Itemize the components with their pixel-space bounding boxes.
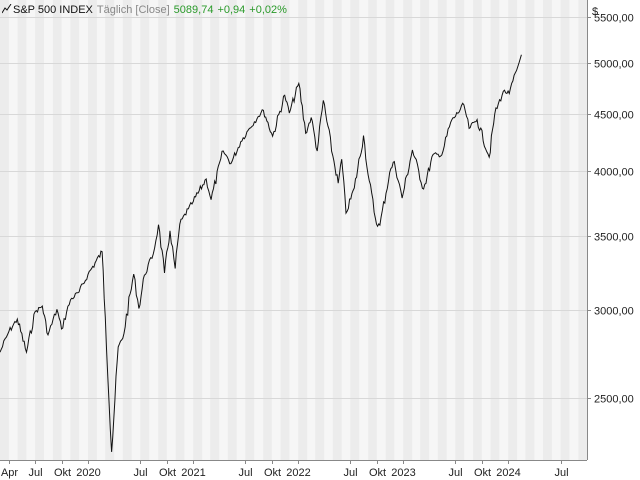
- month-stripe: [17, 0, 27, 460]
- y-axis-ticks: 2500,00 3000,00 3500,00 4000,00 4500,00 5000,…: [587, 13, 634, 406]
- x-tick-label: Okt: [474, 467, 491, 479]
- month-stripe: [0, 0, 9, 460]
- y-tick-label: 3500,00: [594, 232, 634, 244]
- x-tick-label: Okt: [159, 467, 176, 479]
- y-tick-label: 5000,00: [594, 59, 634, 71]
- last-price: 5089,74: [173, 4, 214, 16]
- month-stripe: [263, 0, 272, 460]
- month-stripe: [210, 0, 220, 460]
- price-change: +0,94: [217, 4, 246, 16]
- month-stripe: [473, 0, 482, 460]
- month-stripe: [227, 0, 237, 460]
- month-stripe: [315, 0, 325, 460]
- month-stripe: [560, 0, 570, 460]
- horizontal-gridlines: [0, 17, 587, 399]
- month-stripe: [385, 0, 395, 460]
- x-tick-label: Jul: [238, 467, 252, 479]
- month-stripe: [105, 0, 115, 460]
- month-stripe: [525, 0, 535, 460]
- y-axis-unit: $: [592, 6, 598, 18]
- month-stripe: [280, 0, 290, 460]
- line-chart-icon: [2, 4, 12, 14]
- x-tick-label: Apr: [1, 467, 18, 479]
- y-tick-label: 3000,00: [594, 306, 634, 318]
- x-tick-label: Jul: [28, 467, 42, 479]
- chart-mode: Täglich [Close]: [96, 4, 170, 16]
- x-tick-label: 2022: [286, 467, 310, 479]
- x-tick-label: 2020: [76, 467, 100, 479]
- x-tick-label: 2021: [181, 467, 205, 479]
- month-stripe: [70, 0, 80, 460]
- y-tick-label: 4500,00: [594, 110, 634, 122]
- month-stripe: [52, 0, 62, 460]
- month-stripe: [490, 0, 500, 460]
- month-stripe: [332, 0, 342, 460]
- price-series-line: [0, 54, 522, 452]
- x-tick-label: Jul: [448, 467, 462, 479]
- x-tick-label: Okt: [369, 467, 386, 479]
- month-stripe: [122, 0, 132, 460]
- x-tick-label: Jul: [554, 467, 568, 479]
- x-tick-label: Okt: [54, 467, 71, 479]
- month-stripe: [193, 0, 203, 460]
- x-tick-label: 2024: [496, 467, 520, 479]
- y-tick-label: 5500,00: [594, 13, 634, 25]
- month-stripe: [350, 0, 360, 460]
- x-axis-ticks: Apr Jul Okt 2020 Jul Okt 2021 Jul Okt 2022 Jul Okt 2…: [1, 460, 569, 479]
- month-stripe: [175, 0, 185, 460]
- month-stripe: [158, 0, 167, 460]
- month-stripe: [437, 0, 447, 460]
- month-stripe: [578, 0, 587, 460]
- month-stripe: [88, 0, 97, 460]
- month-stripe: [35, 0, 45, 460]
- month-stripe: [420, 0, 430, 460]
- x-tick-label: Okt: [264, 467, 281, 479]
- month-stripe: [455, 0, 465, 460]
- month-stripes: [0, 0, 587, 460]
- price-change-pct: +0,02%: [249, 4, 287, 16]
- y-tick-label: 4000,00: [594, 167, 634, 179]
- chart-header: S&P 500 INDEX Täglich [Close] 5089,74 +0,94…: [2, 3, 291, 17]
- month-stripe: [368, 0, 377, 460]
- month-stripe: [403, 0, 413, 460]
- index-name: S&P 500 INDEX: [13, 4, 93, 16]
- month-stripe: [298, 0, 308, 460]
- month-stripe: [140, 0, 150, 460]
- x-tick-label: Jul: [343, 467, 357, 479]
- month-stripe: [542, 0, 552, 460]
- x-tick-label: Jul: [133, 467, 147, 479]
- month-stripe: [508, 0, 518, 460]
- y-tick-label: 2500,00: [594, 394, 634, 406]
- plot-area: [0, 0, 587, 460]
- x-tick-label: 2023: [391, 467, 415, 479]
- month-stripe: [245, 0, 255, 460]
